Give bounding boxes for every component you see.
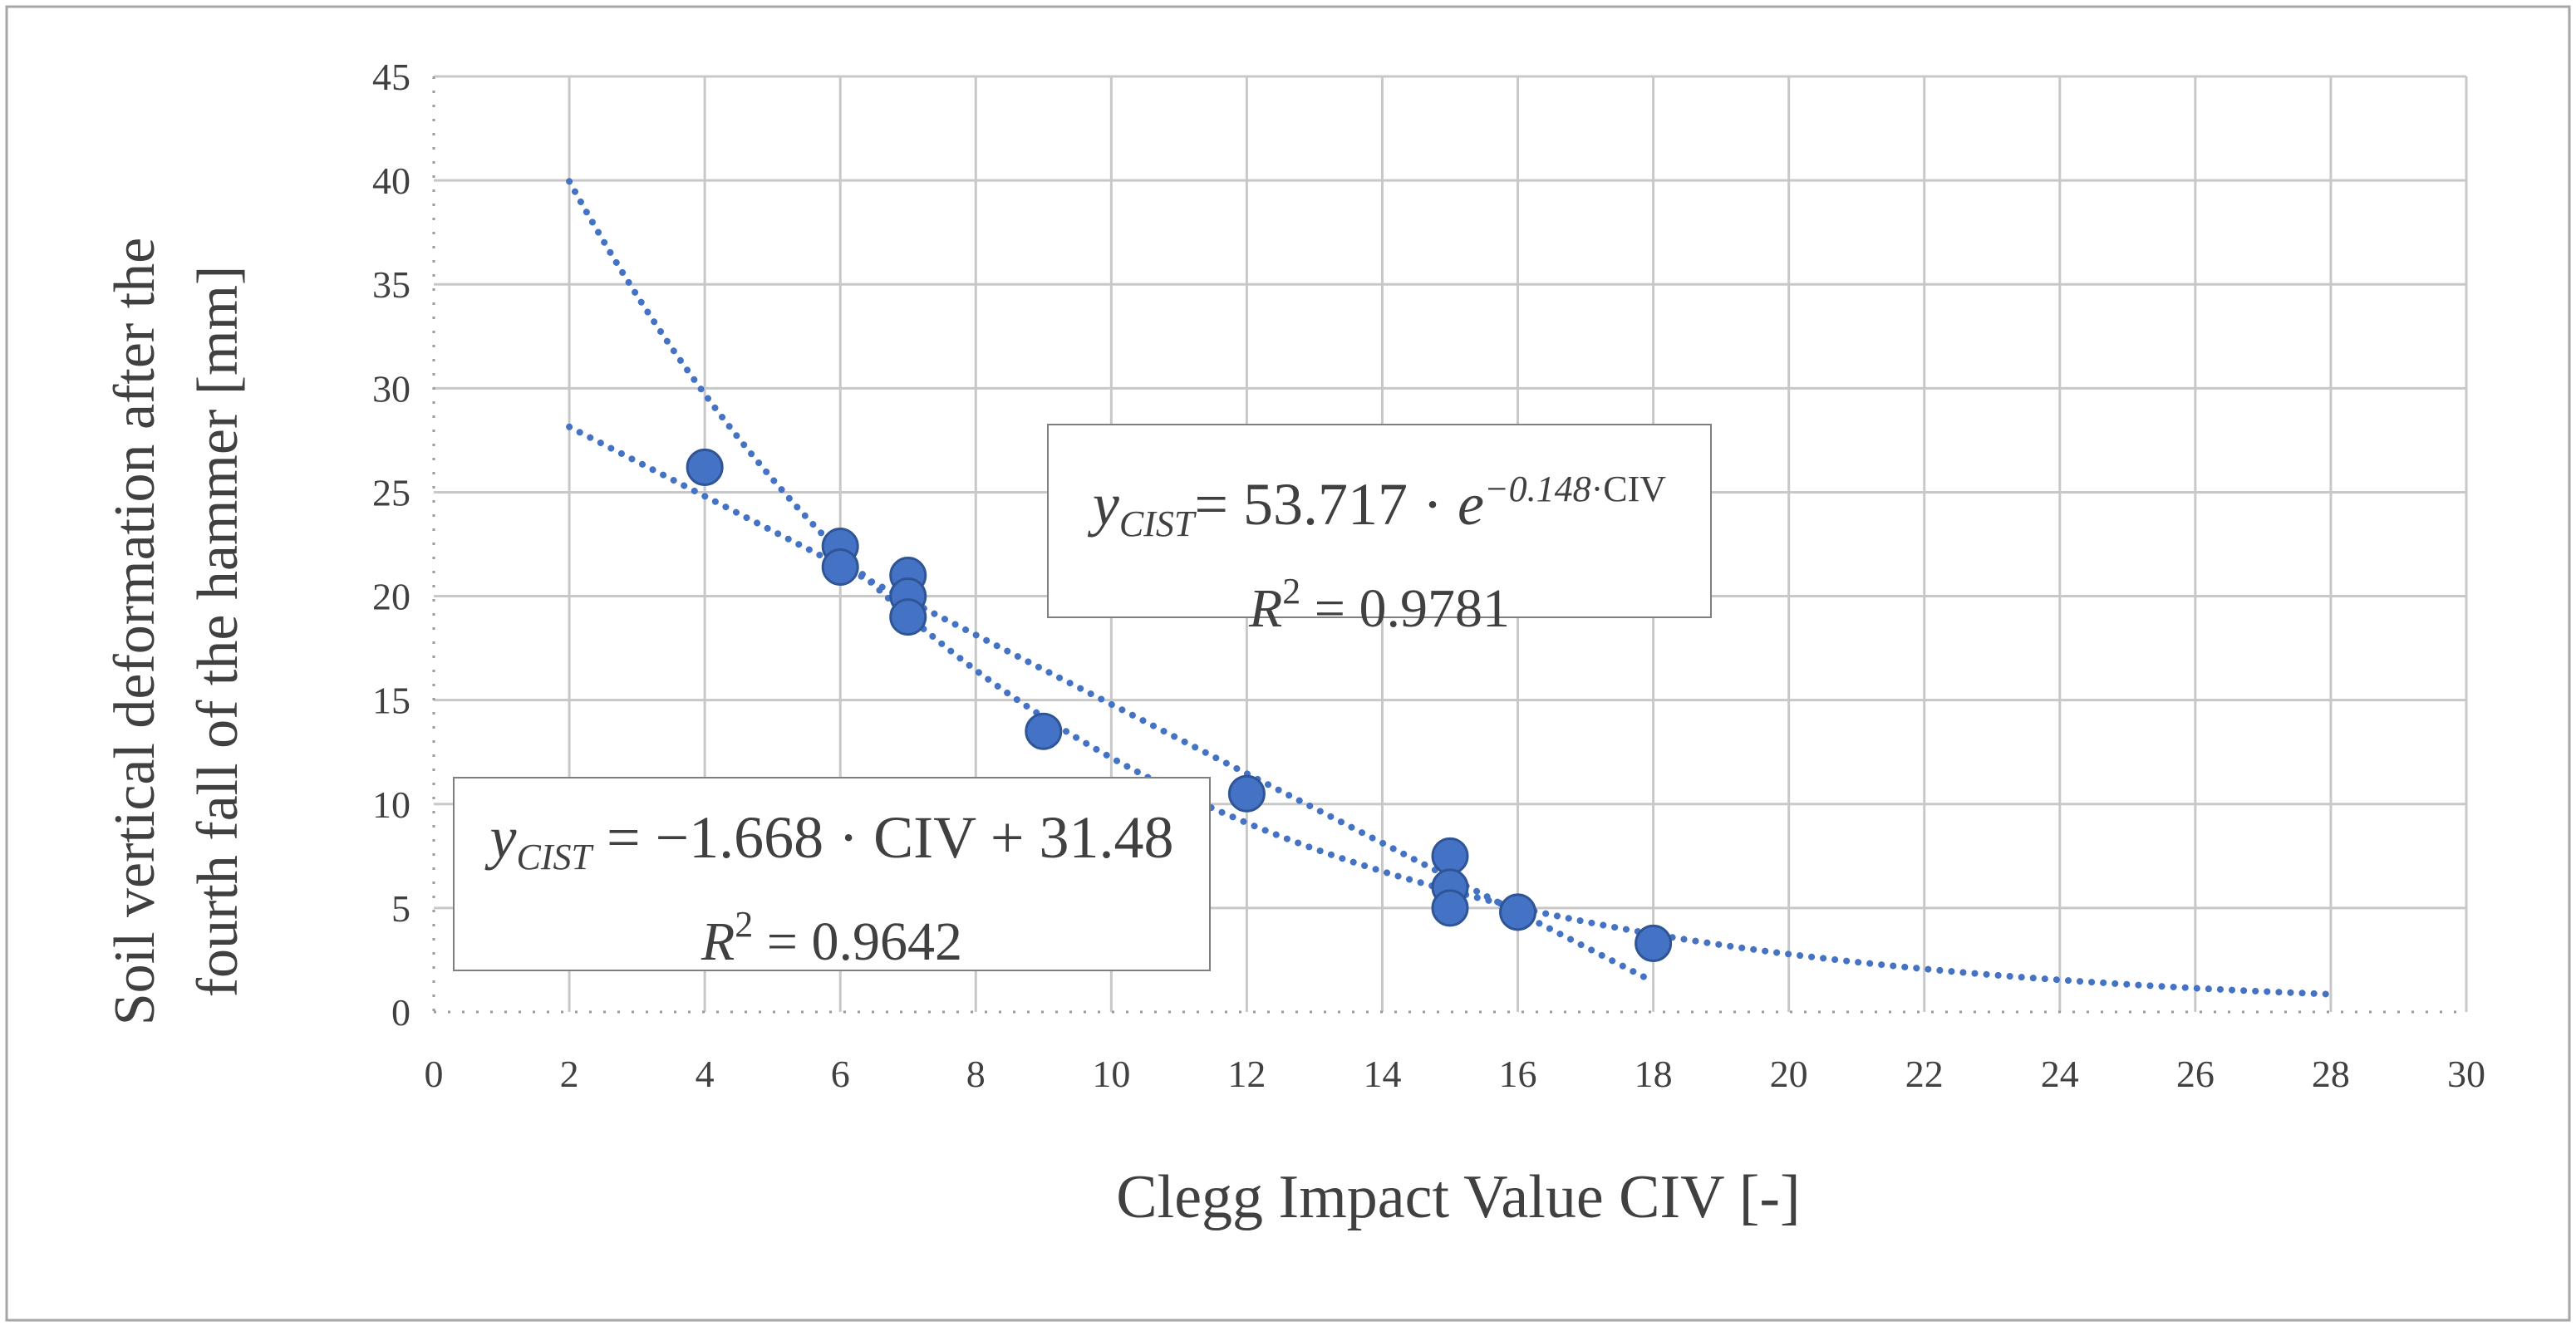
x-tick-label: 4	[696, 1053, 715, 1095]
linear-equation: yCIST = −1.668 · CIV + 31.48	[455, 803, 1209, 891]
data-point	[821, 548, 859, 587]
x-axis-title: Clegg Impact Value CIV [-]	[1116, 1163, 1800, 1231]
r-squared-value: = 0.9642	[753, 911, 963, 972]
exponent: −0.148·CIV	[1484, 469, 1666, 509]
y-tick-label: 5	[391, 887, 410, 930]
y-tick-label: 20	[372, 576, 410, 618]
x-tick-label: 0	[425, 1053, 444, 1095]
outer-border	[5, 5, 2571, 1322]
exponential-fit-annotation: yCIST= 53.717 · e−0.148·CIV R2 = 0.9781	[1047, 424, 1712, 639]
data-point	[1499, 893, 1537, 931]
x-tick-label: 10	[1092, 1053, 1130, 1095]
data-point	[1431, 889, 1469, 927]
y-tick-label: 15	[372, 680, 410, 722]
linear-trendline	[566, 423, 1657, 985]
y-tick-label: 45	[372, 56, 410, 98]
y-tick-label: 30	[372, 367, 410, 410]
x-tick-label: 8	[966, 1053, 986, 1095]
x-tick-label: 16	[1499, 1053, 1537, 1095]
y-axis-title-line-1: Soil vertical deformation after the	[103, 238, 167, 1026]
tick-labels: 0 2 4 6 8 10 12 14 16 18 20 22 24 26 28 300510152025303…	[372, 56, 2485, 1095]
data-point	[1635, 924, 1673, 962]
y-symbol: y	[1092, 471, 1119, 538]
exponential-equation: yCIST= 53.717 · e−0.148·CIV	[1049, 455, 1710, 558]
r-squared-value: = 0.9781	[1300, 578, 1511, 639]
y-tick-label: 25	[372, 471, 410, 513]
x-tick-label: 22	[1905, 1053, 1944, 1095]
x-tick-label: 14	[1363, 1053, 1401, 1095]
x-tick-label: 18	[1635, 1053, 1673, 1095]
r-symbol: R	[1248, 578, 1283, 639]
linear-fit-annotation: yCIST = −1.668 · CIV + 31.48 R2 = 0.9642	[453, 777, 1211, 972]
exponential-r-squared: R2 = 0.9781	[1049, 558, 1710, 642]
x-tick-label: 28	[2312, 1053, 2350, 1095]
x-tick-label: 2	[560, 1053, 579, 1095]
trendlines	[566, 178, 2334, 998]
y-subscript: CIST	[516, 837, 592, 877]
y-tick-label: 10	[372, 783, 410, 826]
r-superscript: 2	[1282, 571, 1301, 611]
x-tick-label: 24	[2041, 1053, 2079, 1095]
x-tick-label: 26	[2176, 1053, 2215, 1095]
equation-rhs: = −1.668 · CIV + 31.48	[591, 804, 1174, 871]
y-axis-title-line-2: fourth fall of the hammer [mm]	[186, 266, 250, 998]
r-superscript: 2	[735, 904, 754, 945]
data-point	[1227, 774, 1266, 813]
x-tick-label: 30	[2447, 1053, 2485, 1095]
gridlines	[434, 75, 2468, 1012]
y-symbol: y	[489, 804, 517, 871]
data-points	[686, 448, 1673, 962]
axis-labels: Clegg Impact Value CIV [-] Soil vertical…	[103, 238, 1801, 1231]
data-point	[1025, 712, 1063, 750]
exponent-variable: ·CIV	[1590, 469, 1667, 509]
data-point	[889, 598, 927, 636]
data-point	[1431, 837, 1469, 875]
y-tick-label: 0	[391, 991, 410, 1034]
axes	[432, 76, 2466, 1014]
y-tick-label: 35	[372, 263, 410, 306]
data-point	[686, 448, 724, 486]
r-symbol: R	[701, 911, 735, 972]
y-subscript: CIST	[1118, 503, 1195, 544]
linear-r-squared: R2 = 0.9642	[455, 891, 1209, 975]
x-tick-label: 6	[831, 1053, 850, 1095]
exponent-coefficient: −0.148	[1483, 469, 1591, 509]
equation-rhs: = 53.717 ·	[1194, 471, 1458, 538]
e-symbol: e	[1457, 471, 1484, 538]
x-tick-label: 12	[1227, 1053, 1266, 1095]
y-tick-label: 40	[372, 160, 410, 202]
x-tick-label: 20	[1770, 1053, 1808, 1095]
